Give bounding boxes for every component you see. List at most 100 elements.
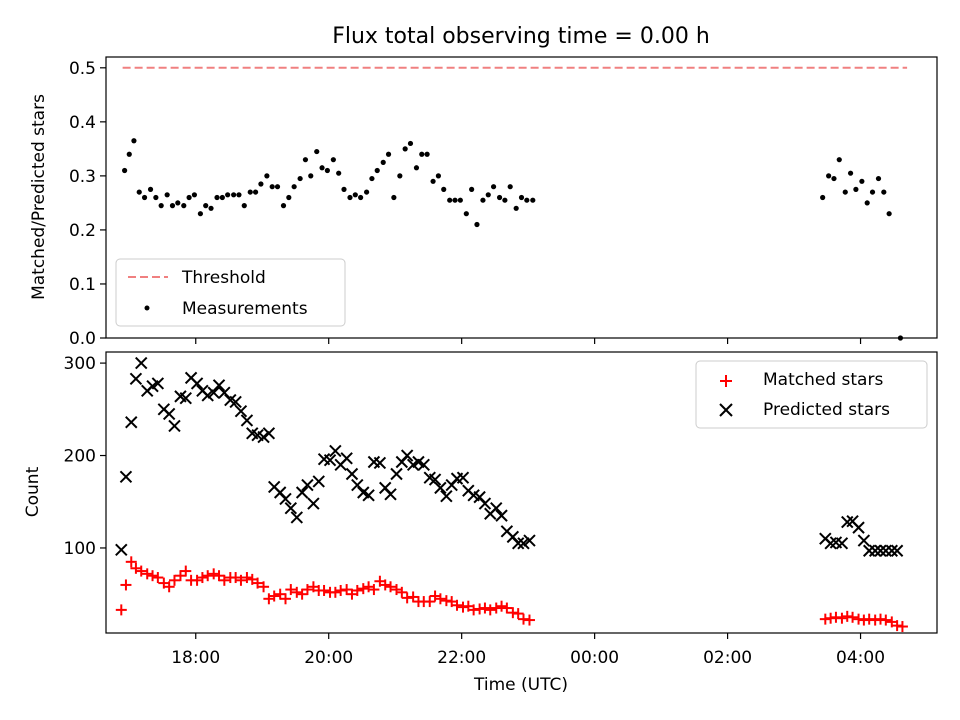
predicted-stars-point [279, 492, 292, 506]
top-ylabel: Matched/Predicted stars [29, 94, 49, 300]
predicted-stars-point [384, 488, 397, 501]
predicted-stars-point [400, 449, 414, 462]
measurement-point [530, 197, 536, 203]
predicted-stars-point [490, 502, 503, 515]
predicted-stars-point [345, 467, 359, 481]
top-panel: Flux total observing time = 0.00 h Match… [29, 24, 938, 349]
measurement-point [820, 194, 826, 201]
measurement-point [485, 192, 491, 198]
measurement-point [291, 184, 297, 190]
y-tick-label: 0.2 [69, 221, 96, 241]
matched-stars-point [268, 590, 280, 602]
measurement-point [380, 159, 386, 165]
measurement-point [153, 194, 159, 201]
y-tick-label: 300 [64, 354, 96, 374]
measurement-point [247, 189, 253, 195]
y-tick-label: 0.3 [69, 167, 96, 187]
matched-stars-point [196, 572, 208, 584]
y-tick-label: 0.1 [69, 275, 96, 295]
measurement-point [441, 186, 447, 192]
measurement-point [219, 194, 225, 201]
measurement-point [131, 138, 137, 144]
measurement-point [122, 167, 128, 174]
measurement-point [524, 197, 530, 203]
measurement-point [864, 200, 870, 206]
measurement-point [407, 140, 414, 147]
predicted-stars-point [301, 478, 314, 492]
measurement-point [831, 175, 837, 182]
legend-matched-label: Matched stars [763, 370, 883, 390]
measurement-point [336, 170, 342, 176]
matched-stars-point [479, 602, 491, 614]
predicted-stars-point [135, 356, 148, 370]
matched-stars-point [396, 586, 408, 598]
measurement-point [507, 184, 513, 190]
x-tick-label: 00:00 [570, 648, 619, 668]
predicted-stars-point [456, 471, 470, 484]
measurement-point [369, 175, 375, 182]
predicted-stars-point [362, 489, 375, 502]
predicted-stars-point [312, 475, 325, 488]
matched-stars-point [496, 600, 508, 612]
top-title: Flux total observing time = 0.00 h [332, 24, 710, 49]
predicted-stars-point [115, 543, 128, 557]
measurement-point [158, 203, 164, 209]
measurement-point [452, 197, 458, 203]
x-tick-label: 04:00 [836, 648, 885, 668]
predicted-stars-point [295, 486, 309, 499]
measurement-point [469, 186, 475, 192]
predicted-stars-point [119, 470, 133, 483]
measurement-point [463, 211, 469, 217]
matched-stars-point [285, 584, 297, 596]
matched-stars-point [202, 570, 214, 582]
predicted-stars-point [179, 392, 192, 405]
measurement-point [175, 200, 181, 206]
x-tick-label: 02:00 [703, 648, 752, 668]
matched-stars-point [125, 556, 137, 568]
matched-stars-point [241, 572, 253, 584]
measurement-point [853, 186, 859, 192]
top-legend-box [115, 258, 346, 327]
matched-stars-point [279, 593, 291, 605]
matched-stars-point [152, 572, 164, 584]
predicted-stars-point [201, 389, 214, 402]
matched-stars-point [385, 581, 397, 593]
matched-stars-point [501, 602, 513, 614]
predicted-stars-point [323, 453, 337, 467]
measurement-point [308, 173, 314, 179]
predicted-stars-point [125, 416, 138, 429]
bottom-y-ticks: 100 200 300 [64, 354, 106, 559]
measurement-point [274, 184, 281, 190]
predicted-stars-point [162, 407, 176, 421]
measurement-point [457, 197, 463, 203]
measurement-point [842, 189, 848, 195]
bottom-xlabel: Time (UTC) [473, 675, 568, 695]
predicted-stars-point [885, 544, 899, 557]
y-tick-label: 100 [64, 539, 96, 559]
measurement-point [319, 165, 325, 171]
measurement-point [502, 197, 508, 203]
measurement-point [374, 167, 380, 174]
measurement-point [424, 151, 430, 157]
matched-stars-point [301, 584, 313, 596]
measurement-point [191, 192, 198, 198]
measurement-point [836, 157, 842, 163]
measurement-point [364, 189, 370, 195]
predicted-stars-point [390, 467, 403, 481]
predicted-stars-point [440, 489, 453, 503]
measurement-point [302, 157, 309, 163]
measurement-point [397, 173, 403, 179]
measurement-point [391, 194, 397, 201]
top-legend: Threshold Measurements [115, 258, 346, 327]
measurement-point [385, 151, 392, 157]
top-plot-area [122, 66, 908, 341]
x-tick-label: 22:00 [437, 648, 486, 668]
matched-stars-point [163, 581, 175, 593]
predicted-stars-point [478, 497, 492, 510]
measurement-point [869, 189, 876, 195]
matched-stars-point [424, 596, 436, 608]
measurement-point [286, 194, 292, 201]
measurement-point [164, 192, 170, 198]
measurement-point [435, 173, 441, 179]
predicted-stars-point [417, 458, 430, 471]
